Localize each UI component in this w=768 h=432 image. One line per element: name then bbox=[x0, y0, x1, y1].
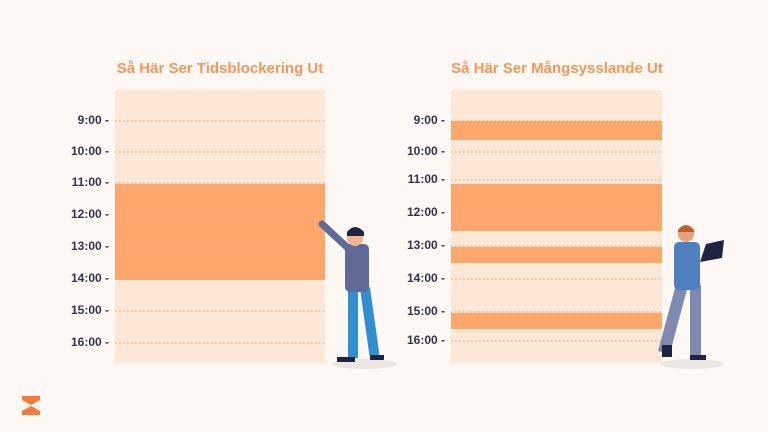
time-label: 11:00 - bbox=[72, 175, 109, 189]
time-label: 16:00 - bbox=[71, 335, 109, 349]
time-label: 15:00 - bbox=[407, 304, 445, 318]
time-label: 12:00 - bbox=[71, 207, 109, 221]
time-label: 10:00 - bbox=[71, 144, 109, 158]
time-block bbox=[115, 184, 325, 280]
time-block bbox=[451, 121, 662, 140]
time-block bbox=[451, 184, 662, 231]
logo bbox=[22, 396, 40, 415]
time-label: 13:00 - bbox=[71, 239, 109, 253]
person-illustration bbox=[658, 225, 724, 369]
time-label: 10:00 - bbox=[407, 144, 445, 158]
time-label: 12:00 - bbox=[407, 205, 445, 219]
time-label: 14:00 - bbox=[407, 271, 445, 285]
time-label: 14:00 - bbox=[71, 271, 109, 285]
time-block bbox=[451, 313, 662, 329]
time-label: 13:00 - bbox=[407, 238, 445, 252]
rows: 9:00 - 10:00 - 11:00 - 12:00 - 13:00 - 14:00 … bbox=[71, 113, 662, 349]
panel-title: Så Här Ser Mångsysslande Ut bbox=[451, 60, 663, 77]
person-illustration bbox=[318, 220, 397, 369]
time-label: 16:00 - bbox=[407, 333, 445, 347]
time-label: 11:00 - bbox=[408, 172, 445, 186]
time-block bbox=[451, 247, 662, 263]
time-label: 9:00 - bbox=[78, 113, 109, 127]
time-label: 15:00 - bbox=[71, 303, 109, 317]
panel-title: Så Här Ser Tidsblockering Ut bbox=[117, 60, 323, 77]
time-label: 9:00 - bbox=[414, 113, 445, 127]
